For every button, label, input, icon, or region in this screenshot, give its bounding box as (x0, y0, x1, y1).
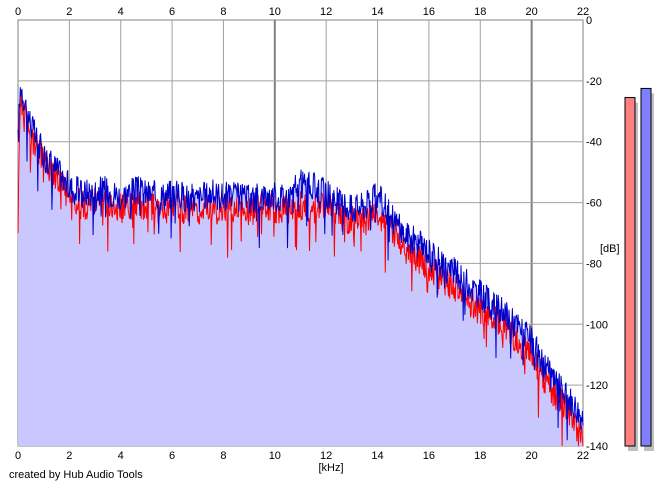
y-tick-label: -20 (586, 76, 602, 88)
x-tick-label-top: 4 (118, 6, 124, 18)
x-tick-label-bottom: 10 (269, 450, 281, 462)
series-layer (17, 87, 584, 447)
x-ticks-bottom: 0 2 4 6 8 10 12 14 16 18 20 22 (15, 450, 589, 462)
x-tick-label-bottom: 6 (169, 450, 175, 462)
y-tick-label: -80 (586, 258, 602, 270)
y-tick-label: -120 (586, 380, 608, 392)
x-tick-label-bottom: 18 (474, 450, 486, 462)
y-axis-label: [dB] (600, 243, 620, 255)
x-tick-label-top: 22 (577, 6, 589, 18)
level-meters (624, 87, 654, 452)
series-line-red (17, 93, 584, 447)
meter-bar-left (624, 97, 636, 447)
credit-text: created by Hub Audio Tools (9, 469, 143, 481)
x-tick-label-top: 18 (474, 6, 486, 18)
x-tick-label-top: 10 (269, 6, 281, 18)
x-tick-label-top: 14 (371, 6, 383, 18)
x-tick-label-top: 20 (526, 6, 538, 18)
x-ticks-top: 0 2 4 6 8 10 12 14 16 18 20 22 (15, 6, 589, 18)
x-tick-label-bottom: 22 (577, 450, 589, 462)
x-tick-label-bottom: 2 (66, 450, 72, 462)
x-tick-label-top: 16 (423, 6, 435, 18)
meter-bar-right (640, 87, 652, 447)
y-tick-label: -100 (586, 319, 608, 331)
x-tick-label-bottom: 20 (526, 450, 538, 462)
x-tick-label-bottom: 14 (371, 450, 383, 462)
y-ticks: 0 -20 -40 -60 -80 -100 -120 -140 (586, 15, 608, 453)
x-tick-label-top: 8 (220, 6, 226, 18)
y-tick-label: -140 (586, 441, 608, 453)
x-tick-label-bottom: 8 (220, 450, 226, 462)
x-tick-label-bottom: 0 (15, 450, 21, 462)
x-tick-label-bottom: 16 (423, 450, 435, 462)
x-tick-label-top: 6 (169, 6, 175, 18)
y-tick-label: 0 (586, 15, 592, 27)
x-tick-label-bottom: 12 (320, 450, 332, 462)
y-tick-label: -40 (586, 137, 602, 149)
series-line-blue (17, 87, 584, 441)
x-tick-label-top: 12 (320, 6, 332, 18)
x-axis-label: [kHz] (318, 462, 343, 474)
y-tick-label: -60 (586, 198, 602, 210)
x-tick-label-bottom: 4 (118, 450, 124, 462)
x-tick-label-top: 0 (15, 6, 21, 18)
spectrum-area-fill (18, 87, 583, 446)
x-tick-label-top: 2 (66, 6, 72, 18)
